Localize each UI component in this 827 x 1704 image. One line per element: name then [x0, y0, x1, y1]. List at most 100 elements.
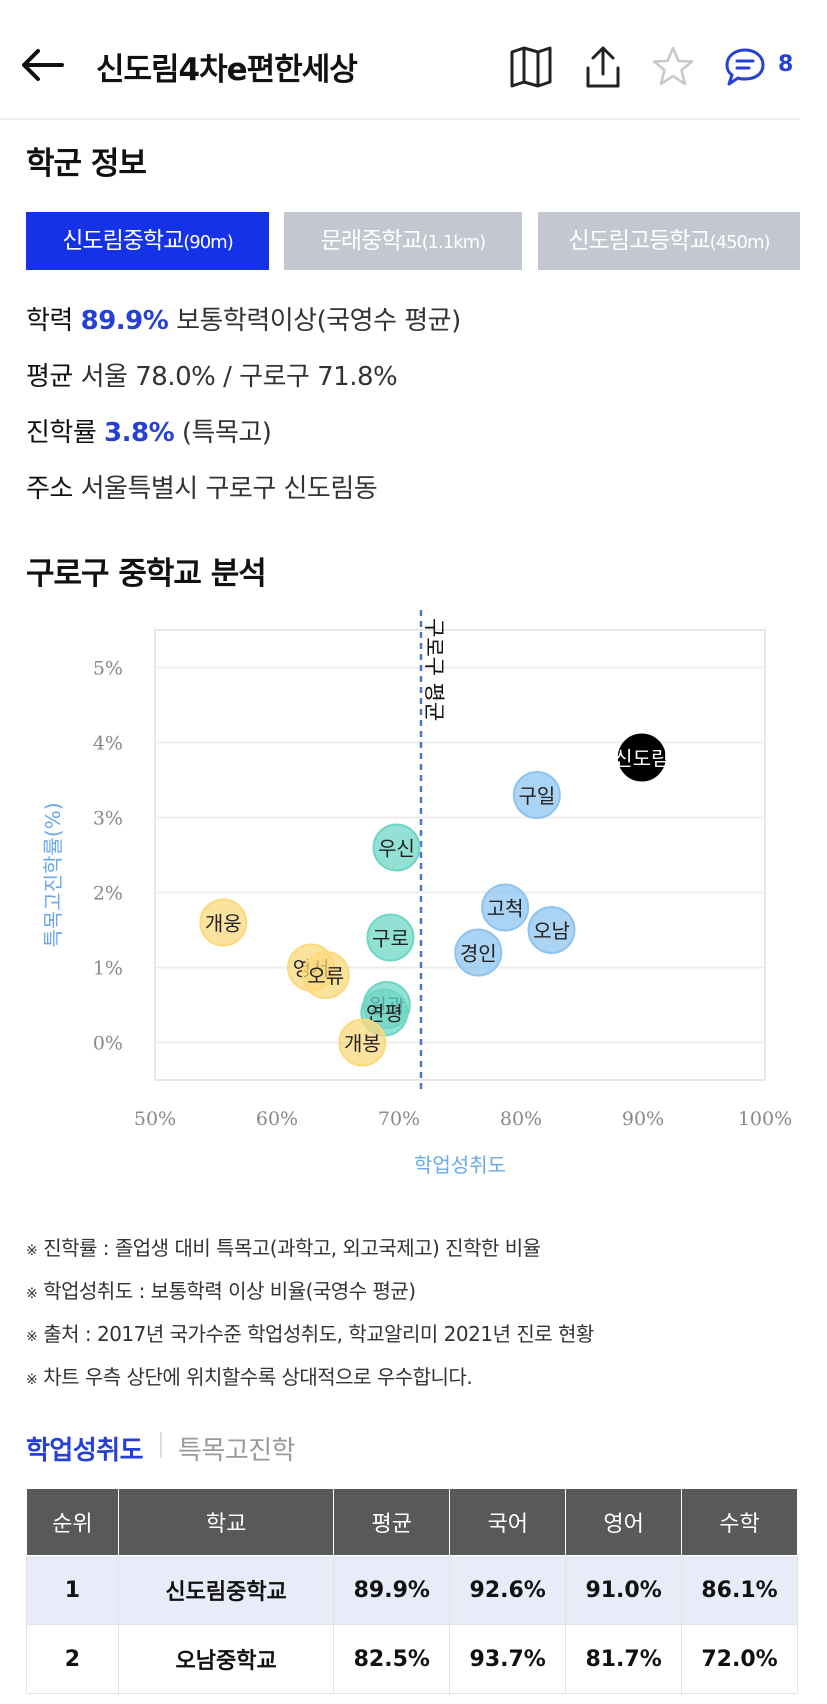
note-3: ※ 출처 : 2017년 국가수준 학업성취도, 학교알리미 2021년 진로 현… — [26, 1318, 594, 1347]
tab-school-3-distance: (450m) — [709, 232, 771, 253]
star-icon[interactable] — [650, 44, 696, 90]
info-address: 주소 서울특별시 구로구 신도림동 — [26, 468, 378, 505]
tab-school-2-name: 문래중학교 — [320, 228, 423, 254]
data-point-label: 개봉 — [344, 1032, 381, 1056]
col-korean: 국어 — [449, 1488, 567, 1556]
x-tick-label: 50% — [134, 1108, 176, 1130]
y-tick-label: 0% — [93, 1033, 123, 1055]
col-rank: 순위 — [26, 1488, 119, 1556]
note-4-text: 차트 우측 상단에 위치할수록 상대적으로 우수합니다. — [43, 1365, 473, 1389]
cell-english: 91.0% — [565, 1555, 683, 1625]
y-tick-label: 3% — [93, 808, 123, 830]
subtab-special-high[interactable]: 특목고진학 — [178, 1436, 296, 1466]
data-point — [617, 733, 666, 782]
info-address-label: 주소 — [26, 474, 73, 504]
note-1-text: 진학률 : 졸업생 대비 특목고(과학고, 외고국제고) 진학한 비율 — [43, 1236, 541, 1260]
tab-school-3-name: 신도림고등학교 — [568, 228, 710, 254]
table-row[interactable]: 1 신도림중학교 89.9% 92.6% 91.0% 86.1% — [26, 1555, 798, 1625]
x-tick-label: 100% — [738, 1108, 792, 1130]
x-tick-label: 60% — [256, 1108, 298, 1130]
info-average-value: 서울 78.0% / 구로구 71.8% — [80, 362, 398, 392]
info-achievement: 학력 89.9% 보통학력이상(국영수 평균) — [26, 300, 461, 337]
data-point — [454, 928, 503, 977]
col-average: 평균 — [333, 1488, 451, 1556]
tab-school-3[interactable]: 신도림고등학교(450m) — [538, 212, 800, 270]
data-point-label: 우신 — [378, 837, 415, 861]
note-2-mark: ※ — [26, 1286, 38, 1302]
reference-line-label: 구로구 평균 — [422, 618, 446, 721]
info-achievement-label: 학력 — [26, 306, 73, 336]
tab-school-1[interactable]: 신도림중학교(90m) — [26, 212, 269, 270]
info-achievement-value: 89.9% — [80, 306, 169, 336]
y-tick-label: 2% — [93, 883, 123, 905]
tab-school-1-name: 신도림중학교 — [62, 228, 184, 254]
col-school: 학교 — [117, 1488, 335, 1556]
x-axis-label: 학업성취도 — [414, 1153, 506, 1177]
data-point-label: 개웅 — [205, 912, 242, 936]
data-point — [301, 951, 350, 999]
note-1: ※ 진학률 : 졸업생 대비 특목고(과학고, 외고국제고) 진학한 비율 — [26, 1232, 541, 1261]
cell-english: 81.7% — [565, 1624, 683, 1694]
comment-icon[interactable] — [722, 44, 768, 90]
subtab-achievement[interactable]: 학업성취도 — [26, 1436, 144, 1466]
back-arrow-icon[interactable] — [18, 40, 68, 90]
info-advance-value: 3.8% — [104, 418, 175, 448]
data-point-label: 신도림 — [614, 747, 669, 771]
x-tick-label: 90% — [622, 1108, 664, 1130]
cell-school: 신도림중학교 — [117, 1555, 335, 1625]
data-point — [527, 906, 576, 954]
cell-rank: 2 — [26, 1624, 119, 1694]
data-point-label: 구일 — [518, 784, 555, 808]
info-advance-desc: (특목고) — [181, 418, 272, 448]
comment-count: 8 — [778, 52, 794, 77]
scatter-chart: 0% 1% 2% 3% 4% 5% 50% 60% 70% 80% 90% 100% 학업성취도 특목고진… — [41, 610, 792, 1177]
info-average: 평균 서울 78.0% / 구로구 71.8% — [26, 356, 398, 393]
cell-math: 86.1% — [681, 1555, 798, 1625]
note-3-text: 출처 : 2017년 국가수준 학업성취도, 학교알리미 2021년 진로 현황 — [43, 1322, 594, 1346]
ranking-table: 순위 학교 평균 국어 영어 수학 1 신도림중학교 89.9% 92.6% 9… — [26, 1488, 798, 1694]
note-2: ※ 학업성취도 : 보통학력 이상 비율(국영수 평균) — [26, 1275, 416, 1304]
data-point — [199, 898, 248, 947]
cell-korean: 93.7% — [449, 1624, 567, 1694]
y-axis-label: 특목고진학률(%) — [41, 802, 65, 947]
x-tick-label: 70% — [378, 1108, 420, 1130]
table-header-row: 순위 학교 평균 국어 영어 수학 — [26, 1488, 798, 1556]
cell-rank: 1 — [26, 1555, 119, 1625]
info-average-label: 평균 — [26, 362, 73, 392]
info-advance-label: 진학률 — [26, 418, 97, 448]
plot-area — [154, 629, 766, 1081]
data-point-label: 구로 — [372, 927, 409, 951]
map-icon[interactable] — [508, 44, 554, 90]
data-point — [366, 913, 415, 962]
table-row[interactable]: 2 오남중학교 82.5% 93.7% 81.7% 72.0% — [26, 1624, 798, 1694]
col-math: 수학 — [681, 1488, 798, 1556]
info-achievement-desc: 보통학력이상(국영수 평균) — [176, 306, 461, 336]
data-point — [512, 771, 561, 819]
note-3-mark: ※ — [26, 1329, 38, 1345]
cell-average: 89.9% — [333, 1555, 451, 1625]
cell-average: 82.5% — [333, 1624, 451, 1694]
col-english: 영어 — [565, 1488, 683, 1556]
y-tick-label: 4% — [93, 733, 123, 755]
tab-school-2-distance: (1.1km) — [421, 232, 487, 253]
data-point — [338, 1018, 387, 1067]
share-icon[interactable] — [580, 44, 626, 90]
school-section-title: 학군 정보 — [26, 146, 147, 182]
info-address-value: 서울특별시 구로구 신도림동 — [80, 474, 378, 504]
data-point-label: 오류 — [307, 964, 344, 988]
x-tick-label: 80% — [500, 1108, 542, 1130]
cell-school: 오남중학교 — [117, 1624, 335, 1694]
tab-school-2[interactable]: 문래중학교(1.1km) — [284, 212, 522, 270]
y-tick-label: 1% — [93, 958, 123, 980]
note-4: ※ 차트 우측 상단에 위치할수록 상대적으로 우수합니다. — [26, 1361, 473, 1390]
cell-korean: 92.6% — [449, 1555, 567, 1625]
subtab-divider — [160, 1432, 162, 1458]
top-bar: 신도림4차e편한세상 8 — [0, 0, 800, 120]
tab-school-1-distance: (90m) — [183, 232, 233, 253]
note-2-text: 학업성취도 : 보통학력 이상 비율(국영수 평균) — [43, 1279, 416, 1303]
y-tick-label: 5% — [93, 658, 123, 680]
data-point-label: 고척 — [487, 897, 524, 921]
cell-math: 72.0% — [681, 1624, 798, 1694]
page-title: 신도림4차e편한세상 — [96, 52, 358, 88]
data-point-label: 오남 — [533, 919, 570, 943]
